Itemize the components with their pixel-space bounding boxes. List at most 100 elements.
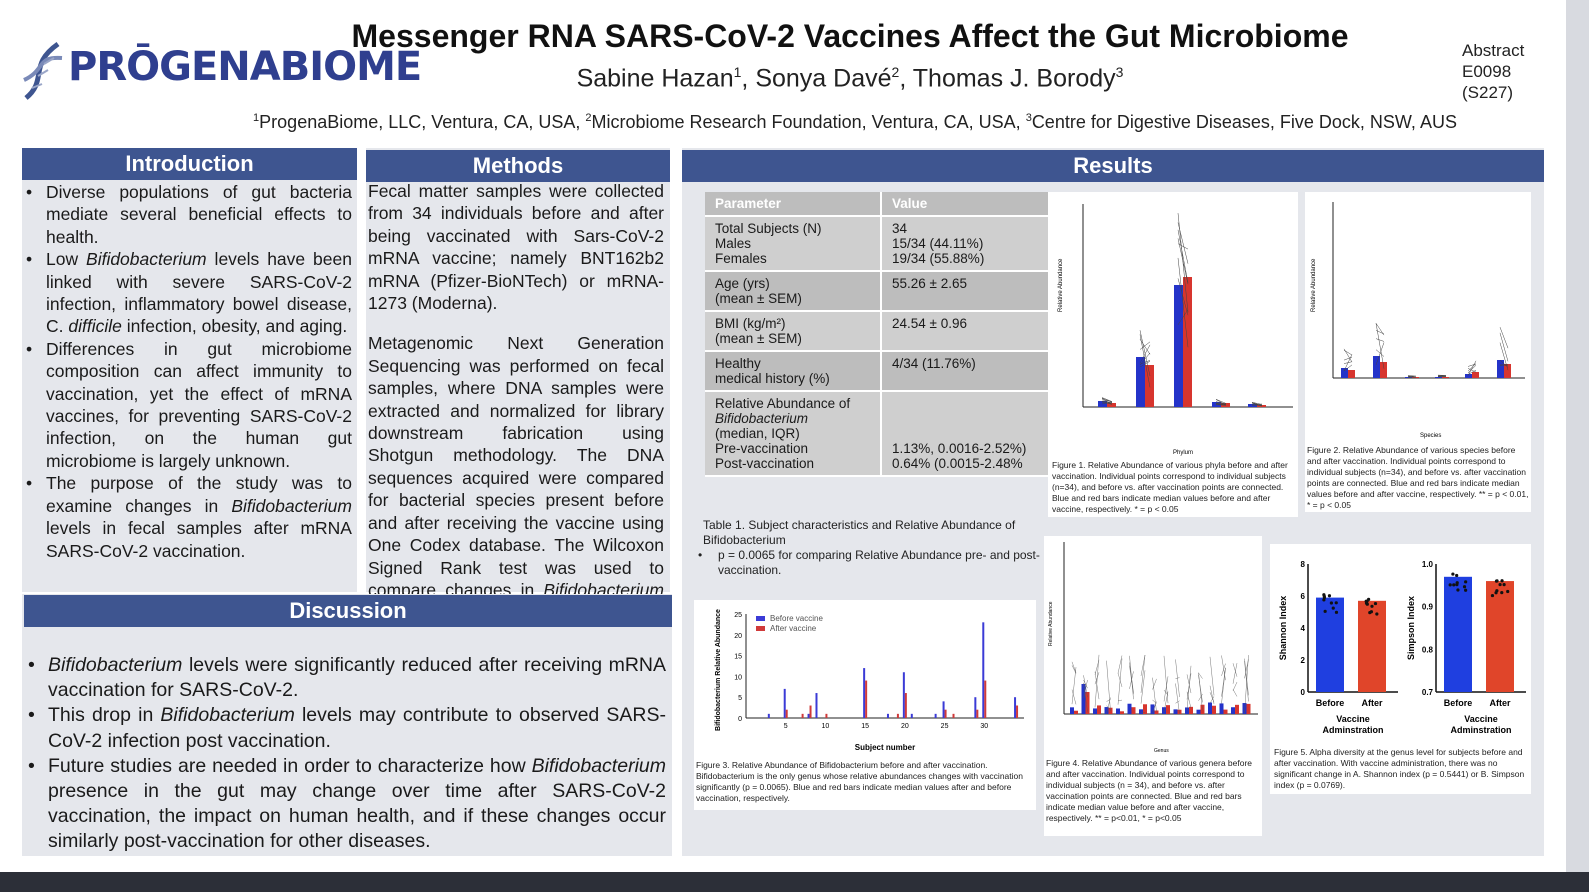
table-row: Relative Abundance of Bifidobacterium (m… (705, 392, 1055, 477)
figure-1-chart: Relative Abundance Phylum (1048, 192, 1298, 457)
subject-line (1344, 350, 1352, 355)
abstract-line: Abstract (1462, 40, 1524, 61)
subject-line (1176, 701, 1180, 704)
abstract-line: E0098 (1462, 61, 1524, 82)
subject-point (1332, 607, 1335, 610)
figure-4-ylabel: Relative Abundance (1048, 601, 1054, 646)
figure-5-ytick: 2 (1301, 656, 1306, 665)
table-cell-value: 55.26 ± 2.65 (882, 272, 1055, 310)
figure-3-bar (905, 693, 907, 718)
introduction-bullet: Diverse populations of gut bacteria medi… (46, 181, 352, 248)
subject-point (1495, 580, 1498, 583)
subject-point (1370, 605, 1373, 608)
median-bar-before (1162, 707, 1166, 714)
methods-paragraph: Fecal matter samples were collected from… (368, 180, 664, 314)
author-sup: 3 (1116, 64, 1124, 80)
methods-text: Fecal matter samples were collected from… (368, 180, 664, 624)
median-bar-before (1174, 709, 1178, 714)
figure-5: 0 2 4 6 8 Before After Vaccine Adminstration Shan… (1270, 544, 1531, 794)
table-row: Total Subjects (N) Males Females 34 15/34… (705, 217, 1055, 272)
table-row: BMI (kg/m²) (mean ± SEM) 24.54 ± 0.96 (705, 312, 1055, 352)
figure-5-ytick: 0 (1301, 688, 1306, 697)
figure-3-bar (863, 668, 865, 718)
median-bar-after (1212, 706, 1216, 714)
figure-2-caption: Figure 2. Relative Abundance of various … (1307, 445, 1529, 511)
figure-3-bar (784, 689, 786, 718)
subject-point (1365, 600, 1368, 603)
affiliation-text: Centre for Digestive Diseases, Five Dock… (1032, 112, 1457, 132)
figure-5-xlabel: Adminstration (1322, 725, 1383, 735)
subject-point (1328, 594, 1331, 597)
figure-5-ytick: 6 (1301, 592, 1306, 601)
affiliation-text: Microbiome Research Foundation, Ventura,… (591, 112, 1025, 132)
figure-5-bar (1358, 601, 1386, 692)
figure-1-ylabel: Relative Abundance (1058, 258, 1064, 312)
table-cell-value: 1.13%, 0.0016-2.52%) 0.64% (0.0015-2.48% (882, 392, 1055, 475)
figure-5-category: After (1489, 698, 1510, 708)
introduction-bullet: Differences in gut microbiome compositio… (46, 338, 352, 472)
figure-5-bar (1316, 598, 1344, 692)
figure-3-ylabel: Bifidobacterium Relative Abundance (715, 609, 722, 731)
median-bar-after (1166, 705, 1170, 714)
poster-title: Messenger RNA SARS-CoV-2 Vaccines Affect… (330, 18, 1370, 55)
figure-3-ytick: 5 (738, 695, 742, 702)
median-bar-before (1197, 710, 1201, 714)
discussion-text: Bifidobacterium levels were significantl… (26, 653, 666, 855)
author-name: Sonya Davé (755, 64, 891, 92)
author-name: Thomas J. Borody (913, 64, 1116, 92)
author-sup: 1 (734, 64, 742, 80)
subject-point (1498, 583, 1501, 586)
figure-5-ytick: 0.9 (1422, 603, 1434, 612)
figure-3-xtick: 10 (822, 723, 830, 730)
subject-line (1176, 683, 1180, 713)
table-cell-value: 4/34 (11.76%) (882, 352, 1055, 390)
table-row: Healthy medical history (%) 4/34 (11.76%) (705, 352, 1055, 392)
legend-label: After vaccine (770, 624, 817, 633)
subject-point (1452, 583, 1455, 586)
figure-3: 0 5 10 15 20 25 5 10 15 20 25 30 Before vaccine After… (694, 600, 1036, 810)
results-heading: Results (682, 150, 1544, 182)
subject-line (1222, 655, 1226, 680)
median-bar-after (1097, 705, 1101, 714)
median-bar-before (1435, 377, 1442, 378)
figure-3-ytick: 0 (738, 716, 742, 723)
figure-5-xlabel: Adminstration (1450, 725, 1511, 735)
subject-point (1322, 598, 1325, 601)
legend-swatch (756, 626, 765, 631)
median-bar-before (1373, 356, 1380, 378)
subject-line (1233, 682, 1237, 691)
figure-3-bar (911, 714, 913, 718)
table1-note: p = 0.0065 for comparing Relative Abunda… (706, 548, 1046, 578)
median-bar-after (1472, 372, 1479, 378)
figure-3-bar (810, 706, 812, 718)
subject-point (1330, 601, 1333, 604)
figure-4-xlabel: Genus (1154, 748, 1169, 754)
median-bar-before (1208, 703, 1212, 714)
subject-line (1210, 657, 1214, 696)
subject-point (1335, 611, 1338, 614)
introduction-bullet: Low Bifidobacterium levels have been lin… (46, 248, 352, 338)
median-bar-before (1116, 708, 1120, 714)
figure-5-ylabel: Simpson Index (1406, 596, 1416, 660)
subject-point (1335, 601, 1338, 604)
median-bar-before (1139, 709, 1143, 714)
affiliations: 1ProgenaBiome, LLC, Ventura, CA, USA, 2M… (150, 112, 1560, 133)
figure-3-caption: Figure 3. Relative Abundance of Bifidoba… (696, 760, 1032, 804)
table-cell-value: 34 15/34 (44.11%) 19/34 (55.88%) (882, 217, 1055, 270)
subject-point (1503, 583, 1506, 586)
subject-point (1455, 574, 1458, 577)
figure-5-ylabel: Shannon Index (1278, 596, 1288, 661)
subject-point (1375, 612, 1378, 615)
subject-line (1187, 666, 1191, 711)
subject-line (1118, 700, 1122, 701)
table-header-cell: Value (882, 192, 1055, 215)
introduction-text: Diverse populations of gut bacteria medi… (24, 181, 352, 562)
figure-5-bar (1444, 577, 1472, 692)
median-bar-before (1093, 708, 1097, 714)
figure-3-ytick: 20 (734, 633, 742, 640)
subject-line (1468, 363, 1476, 371)
figure-5-xlabel: Vaccine (1336, 714, 1370, 724)
median-bar-after (1224, 710, 1228, 714)
subject-line (1233, 689, 1237, 696)
median-bar-after (1074, 711, 1078, 714)
